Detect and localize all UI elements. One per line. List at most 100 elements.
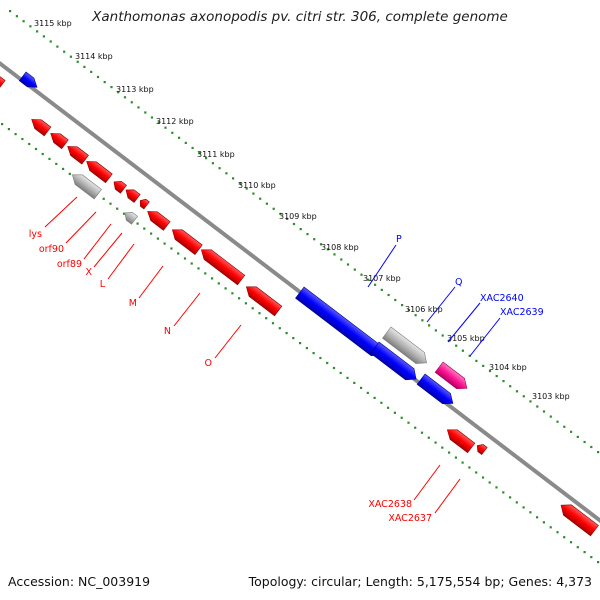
scale-dot <box>90 70 93 73</box>
scale-dot <box>373 396 376 399</box>
map-title: Xanthomonas axonopodis pv. citri str. 30… <box>92 9 508 25</box>
scale-dot <box>150 232 153 235</box>
gene-arrow-other[interactable] <box>69 170 102 200</box>
gene-label[interactable]: N <box>164 326 171 337</box>
scale-dot <box>536 516 539 519</box>
scale-dot <box>265 317 268 320</box>
scale-dot <box>272 207 275 210</box>
scale-dot <box>569 541 573 544</box>
gene-arrow-other[interactable] <box>122 209 138 225</box>
scale-tick-label: 3115 kbp <box>34 19 72 28</box>
scale-dot <box>110 86 113 89</box>
scale-dot <box>299 342 302 345</box>
scale-dot <box>55 162 58 165</box>
gene-arrow-reverse[interactable] <box>47 129 69 150</box>
gene-arrow-forward[interactable] <box>295 286 386 361</box>
gene-label-leader <box>214 324 242 359</box>
gene-arrow-forward[interactable] <box>370 341 421 385</box>
scale-dot <box>9 10 12 13</box>
gene-label[interactable]: XAC2639 <box>500 307 544 318</box>
scale-dot <box>468 466 471 469</box>
gene-label[interactable]: X <box>85 267 92 278</box>
scale-dot <box>238 297 241 300</box>
scale-dot <box>197 267 200 270</box>
gene-arrow-reverse[interactable] <box>123 186 141 203</box>
scale-dot <box>380 288 383 291</box>
gene-label[interactable]: L <box>100 279 106 290</box>
gene-arrow-forward[interactable] <box>416 373 457 409</box>
scale-dot <box>170 247 173 250</box>
scale-dot <box>15 15 18 18</box>
scale-dot <box>481 476 485 479</box>
scale-dot <box>542 410 546 413</box>
gene-arrow-other[interactable] <box>382 326 431 368</box>
gene-label-leader <box>93 232 123 268</box>
gene-arrow-reverse[interactable] <box>64 142 89 165</box>
scale-dot <box>231 292 234 295</box>
gene-arrow-reverse[interactable] <box>169 225 203 255</box>
gene-label[interactable]: orf89 <box>57 259 82 270</box>
scale-dot <box>590 445 593 449</box>
scale-dot <box>49 40 52 43</box>
gene-label-leader <box>434 478 461 514</box>
scale-dot <box>536 405 539 408</box>
scale-dot <box>130 101 133 104</box>
scale-dot <box>252 192 255 195</box>
scale-tick-label: 3111 kbp <box>197 150 235 159</box>
gene-arrow-reverse[interactable] <box>557 500 599 537</box>
scale-dot <box>461 349 464 352</box>
scale-dot <box>265 202 268 205</box>
gene-arrow-reverse[interactable] <box>28 115 52 137</box>
gene-arrow-reverse[interactable] <box>144 207 171 231</box>
gene-arrow-reverse[interactable] <box>138 197 150 210</box>
scale-dot <box>583 440 586 444</box>
scale-dot <box>583 551 586 554</box>
gene-label[interactable]: lys <box>29 229 42 240</box>
scale-tick-label: 3107 kbp <box>363 274 401 283</box>
scale-dot <box>312 352 315 355</box>
gene-label[interactable]: Q <box>455 277 462 288</box>
gene-arrow-reverse[interactable] <box>243 282 283 317</box>
gene-label[interactable]: orf90 <box>39 244 64 255</box>
gene-label[interactable]: XAC2637 <box>388 513 432 524</box>
scale-dot <box>96 75 100 79</box>
scale-dot <box>346 263 350 266</box>
scale-dot <box>549 526 552 529</box>
gene-label-leader <box>138 265 164 299</box>
scale-dot <box>380 401 383 404</box>
scale-dot <box>178 136 181 139</box>
gene-arrow-reverse[interactable] <box>475 442 488 456</box>
scale-dot <box>7 128 10 131</box>
scale-dot <box>407 309 410 312</box>
scale-dot <box>313 238 316 241</box>
scale-dot <box>136 222 139 225</box>
gene-label[interactable]: XAC2638 <box>368 499 412 510</box>
gene-label[interactable]: O <box>205 358 212 369</box>
scale-dot <box>346 376 349 379</box>
scale-dot <box>393 411 396 414</box>
scale-dot <box>367 278 370 281</box>
gene-arrow-reverse[interactable] <box>83 157 113 184</box>
gene-arrow-highlighted[interactable] <box>434 361 471 394</box>
gene-arrow-reverse[interactable] <box>111 178 127 194</box>
scale-dot <box>63 50 66 53</box>
gene-arrow-forward[interactable] <box>18 71 40 92</box>
scale-dot <box>366 391 369 394</box>
scale-dot <box>340 258 343 261</box>
gene-label[interactable]: XAC2640 <box>480 293 524 304</box>
gene-label-leader <box>367 244 397 288</box>
gene-arrow-reverse[interactable] <box>0 72 6 89</box>
gene-label[interactable]: P <box>396 234 402 245</box>
gene-arrow-reverse[interactable] <box>198 245 246 286</box>
scale-dot <box>143 227 146 230</box>
scale-dot <box>42 35 45 38</box>
scale-dot <box>387 293 390 297</box>
scale-dot <box>420 431 424 434</box>
gene-arrow-reverse[interactable] <box>444 425 476 454</box>
scale-dot <box>144 111 147 114</box>
scale-dot <box>48 157 51 160</box>
gene-label[interactable]: M <box>129 298 137 309</box>
scale-dot <box>400 416 403 419</box>
